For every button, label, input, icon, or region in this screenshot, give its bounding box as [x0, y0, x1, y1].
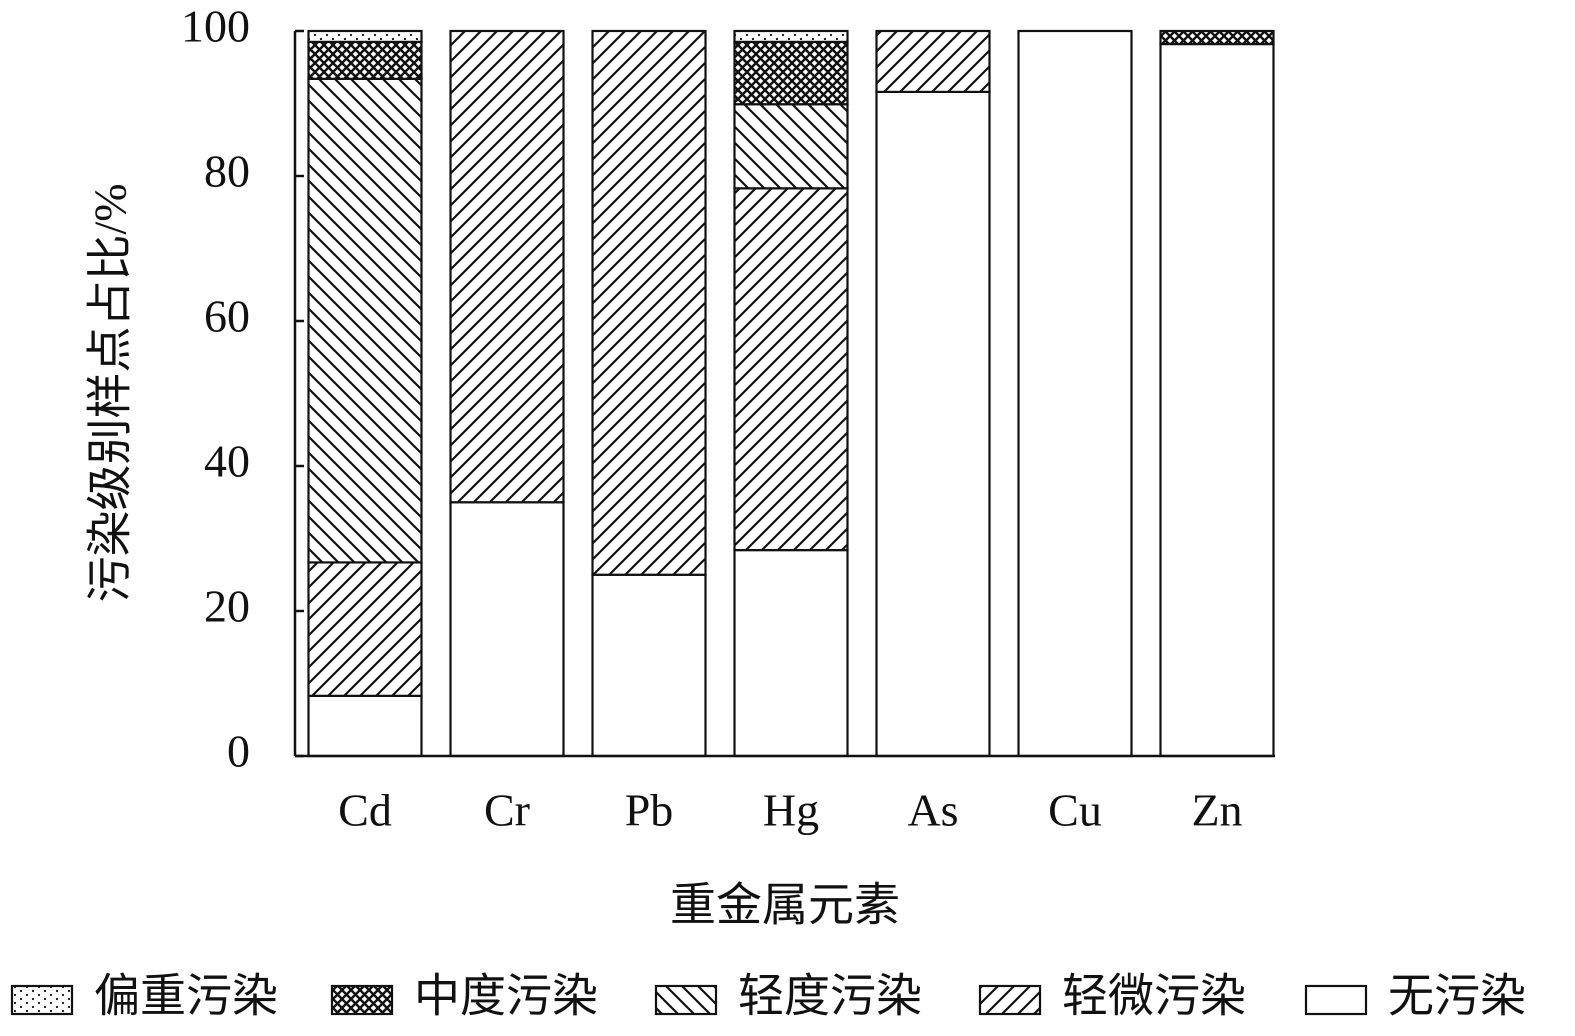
bar-segment	[733, 40, 849, 106]
y-tick-label: 40	[204, 436, 250, 487]
bar-segment	[591, 573, 707, 758]
x-tick-label: Cr	[484, 785, 530, 836]
bar-segment	[1159, 42, 1275, 758]
legend-swatch	[654, 984, 718, 1016]
bar-segment	[307, 561, 423, 697]
legend-swatch	[1304, 984, 1368, 1016]
y-tick-label: 20	[204, 581, 250, 632]
y-tick-label: 80	[204, 146, 250, 197]
bar-segment	[1159, 29, 1275, 46]
bar-segment	[307, 77, 423, 564]
bar-segment	[449, 29, 565, 504]
bar-segment	[875, 90, 991, 758]
legend-swatch	[10, 984, 74, 1016]
bar-segment	[449, 501, 565, 758]
bar-segment	[307, 694, 423, 758]
y-axis-title: 污染级别样点占比/%	[85, 183, 136, 602]
bar-segment	[307, 29, 423, 43]
x-tick-label: Cd	[338, 785, 392, 836]
bar-segment	[307, 40, 423, 80]
legend-label: 偏重污染	[94, 971, 278, 1022]
bar-segment	[591, 29, 707, 576]
bar-segment	[733, 187, 849, 552]
x-tick-label: Zn	[1191, 785, 1242, 836]
legend-label: 无污染	[1388, 971, 1526, 1022]
legend-swatch	[978, 984, 1042, 1016]
x-axis-title: 重金属元素	[670, 880, 900, 931]
bar-segment	[1017, 29, 1133, 758]
x-tick-label: Pb	[625, 785, 674, 836]
legend-label: 轻微污染	[1062, 971, 1246, 1022]
legend-label: 中度污染	[414, 971, 598, 1022]
y-tick-label: 100	[181, 1, 250, 52]
legend-label: 轻度污染	[738, 971, 922, 1022]
bar-segment	[733, 29, 849, 43]
bar-segment	[733, 548, 849, 758]
x-tick-label: Cu	[1048, 785, 1102, 836]
y-tick-label: 60	[204, 291, 250, 342]
bar-segment	[733, 103, 849, 190]
x-tick-label: As	[907, 785, 958, 836]
bar-segment	[875, 29, 991, 94]
legend-swatch	[330, 984, 394, 1016]
x-tick-label: Hg	[763, 785, 819, 836]
y-tick-label: 0	[227, 726, 250, 777]
